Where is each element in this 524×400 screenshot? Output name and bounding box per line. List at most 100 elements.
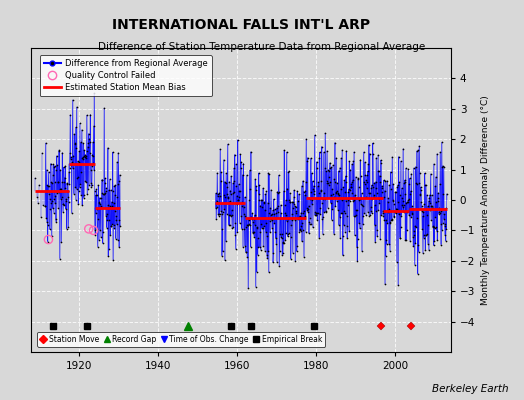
Point bbox=[113, 159, 122, 165]
Point bbox=[91, 226, 99, 233]
Point bbox=[94, 182, 103, 189]
Point bbox=[269, 250, 278, 256]
Point bbox=[383, 178, 391, 184]
Point bbox=[395, 179, 403, 185]
Point bbox=[429, 224, 437, 230]
Point bbox=[100, 105, 108, 111]
Point bbox=[352, 174, 360, 180]
Point bbox=[389, 181, 398, 187]
Point bbox=[390, 212, 398, 219]
Point bbox=[417, 199, 425, 205]
Point bbox=[270, 211, 278, 217]
Point bbox=[432, 199, 441, 205]
Point bbox=[365, 142, 373, 148]
Point bbox=[295, 228, 303, 235]
Point bbox=[272, 240, 280, 247]
Point bbox=[370, 202, 379, 208]
Point bbox=[322, 209, 330, 215]
Point bbox=[422, 231, 430, 238]
Point bbox=[264, 248, 272, 254]
Point bbox=[326, 160, 334, 166]
Point bbox=[88, 152, 96, 158]
Point bbox=[215, 211, 224, 217]
Point bbox=[255, 182, 264, 188]
Point bbox=[59, 208, 67, 215]
Point bbox=[260, 200, 268, 206]
Point bbox=[55, 189, 63, 195]
Point bbox=[421, 232, 430, 238]
Point bbox=[60, 179, 68, 186]
Point bbox=[271, 235, 280, 242]
Point bbox=[410, 232, 419, 238]
Point bbox=[387, 216, 396, 223]
Point bbox=[278, 231, 286, 237]
Point bbox=[74, 200, 82, 207]
Point bbox=[62, 198, 71, 204]
Point bbox=[99, 191, 107, 198]
Point bbox=[364, 190, 373, 196]
Point bbox=[114, 181, 122, 187]
Point bbox=[291, 258, 300, 264]
Point bbox=[71, 124, 80, 130]
Point bbox=[213, 170, 222, 176]
Point bbox=[81, 178, 90, 184]
Point bbox=[68, 210, 76, 216]
Point bbox=[224, 194, 232, 200]
Point bbox=[361, 159, 369, 166]
Point bbox=[431, 224, 439, 231]
Point bbox=[364, 209, 372, 216]
Point bbox=[244, 221, 252, 228]
Point bbox=[291, 204, 300, 210]
Point bbox=[259, 224, 267, 231]
Point bbox=[337, 210, 346, 216]
Point bbox=[67, 156, 75, 162]
Point bbox=[75, 120, 84, 127]
Point bbox=[237, 213, 246, 220]
Point bbox=[430, 161, 438, 167]
Point bbox=[336, 210, 345, 216]
Point bbox=[281, 210, 289, 217]
Point bbox=[328, 186, 336, 192]
Point bbox=[336, 164, 344, 171]
Point bbox=[326, 178, 334, 185]
Point bbox=[341, 173, 350, 179]
Point bbox=[52, 153, 61, 159]
Point bbox=[312, 212, 320, 218]
Point bbox=[255, 191, 263, 197]
Point bbox=[247, 148, 255, 155]
Point bbox=[277, 210, 286, 217]
Point bbox=[281, 237, 289, 244]
Point bbox=[310, 182, 318, 189]
Point bbox=[340, 177, 348, 183]
Point bbox=[360, 179, 368, 185]
Point bbox=[92, 210, 100, 216]
Point bbox=[234, 137, 242, 143]
Point bbox=[107, 203, 116, 210]
Point bbox=[430, 224, 439, 230]
Point bbox=[330, 194, 338, 200]
Point bbox=[398, 204, 407, 210]
Point bbox=[348, 161, 356, 167]
Point bbox=[78, 154, 86, 161]
Point bbox=[381, 252, 390, 259]
Point bbox=[305, 230, 313, 236]
Point bbox=[101, 180, 110, 186]
Point bbox=[212, 205, 220, 212]
Point bbox=[75, 148, 83, 154]
Point bbox=[56, 255, 64, 262]
Point bbox=[354, 236, 362, 243]
Point bbox=[267, 211, 276, 218]
Point bbox=[86, 111, 95, 118]
Point bbox=[63, 181, 72, 187]
Point bbox=[409, 234, 417, 241]
Point bbox=[102, 224, 111, 231]
Point bbox=[402, 237, 410, 244]
Point bbox=[336, 235, 344, 241]
Point bbox=[66, 112, 74, 118]
Point bbox=[366, 190, 374, 196]
Point bbox=[38, 150, 46, 156]
Point bbox=[225, 178, 233, 185]
Point bbox=[346, 198, 354, 204]
Point bbox=[412, 180, 420, 186]
Point bbox=[227, 207, 236, 213]
